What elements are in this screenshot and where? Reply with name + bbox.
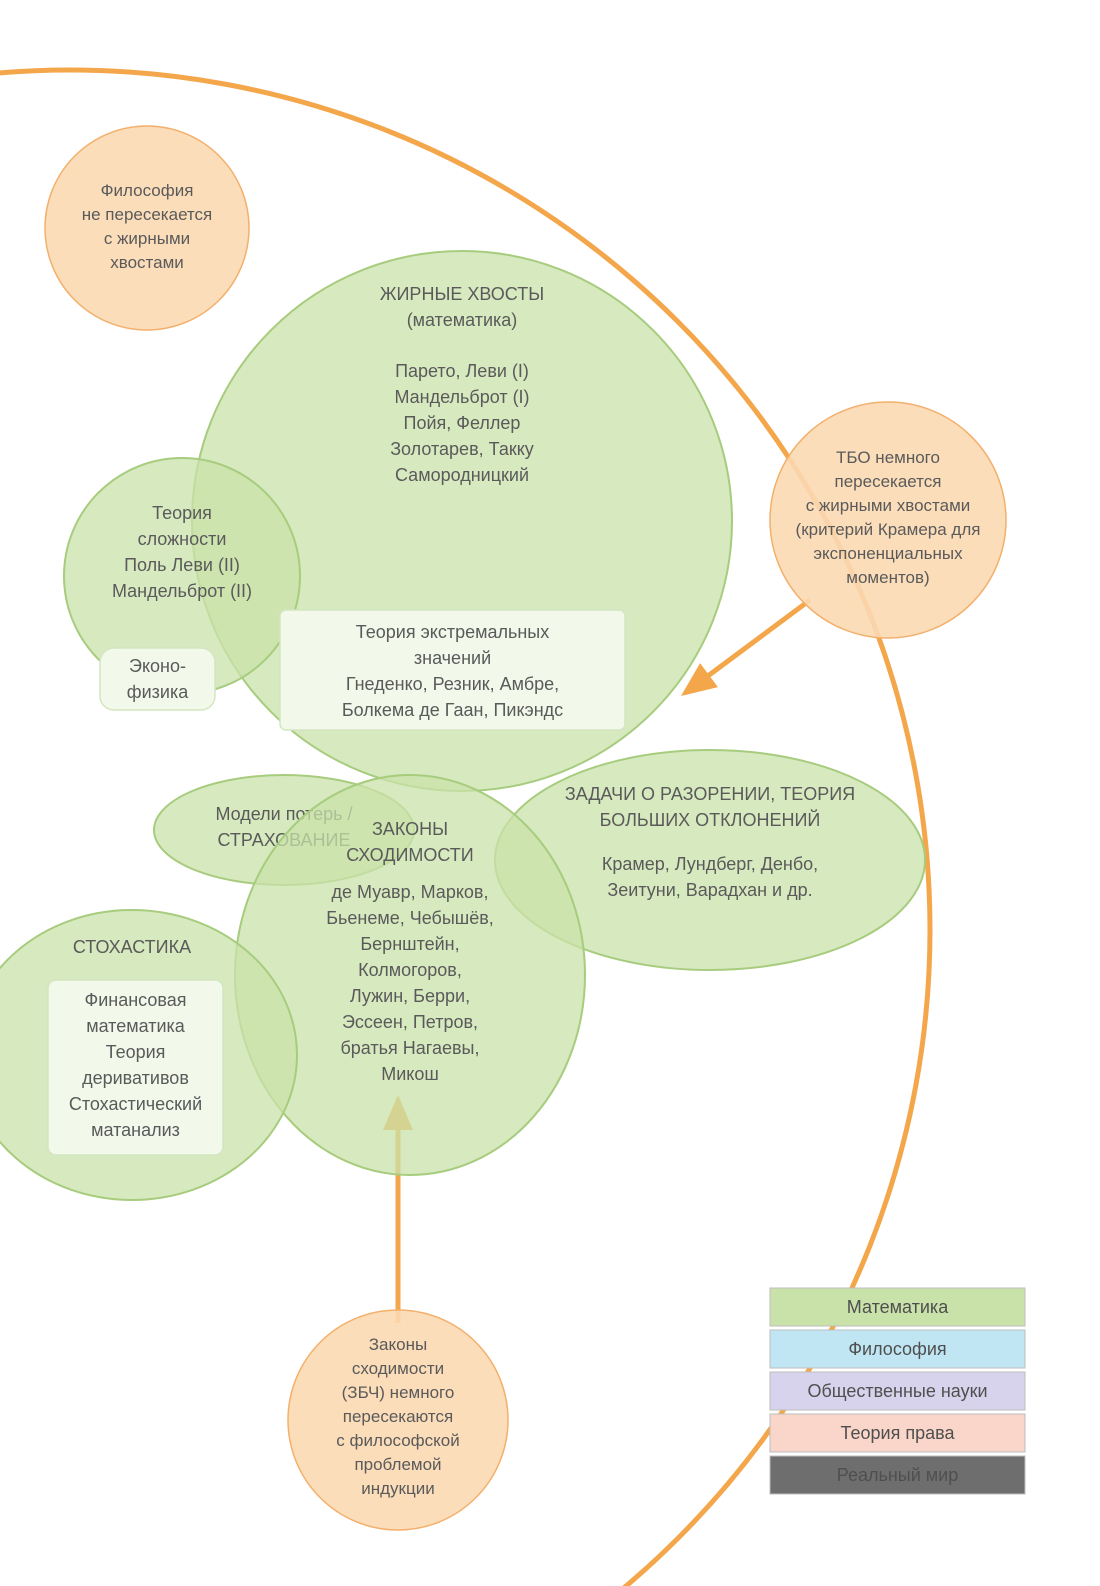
induction-note: Законы сходимости (ЗБЧ) немного пересекаютс… [288,1310,508,1530]
tbo-note: ТБО немного пересекается с жирными хвостам… [770,402,1006,638]
stochastics-title-line-0: СТОХАСТИКА [73,937,191,957]
evt-text-line-3: Болкема де Гаан, Пикэндс [342,700,563,720]
philosophy-note-text-line-2: с жирными [104,229,190,248]
induction-note-text-line-5: проблемой [354,1455,441,1474]
tbo-note-text-line-4: экспоненциальных [813,544,963,563]
legend-real-label: Реальный мир [837,1465,959,1485]
ruin-title-line-0: ЗАДАЧИ О РАЗОРЕНИИ, ТЕОРИЯ [565,784,855,804]
fat-tails-title-line-1: (математика) [407,310,518,330]
evt-text-line-0: Теория экстремальных [356,622,550,642]
induction-note-text-line-0: Законы [369,1335,427,1354]
fat-tails-body-line-4: Самородницкий [395,465,529,485]
convergence-body-line-6: братья Нагаевы, [340,1038,479,1058]
tbo-note-text-line-3: (критерий Крамера для [796,520,981,539]
evt-text-line-1: значений [414,648,491,668]
convergence-body-line-3: Колмогоров, [358,960,462,980]
legend-math-label: Математика [847,1297,949,1317]
econophysics-text-line-0: Эконо- [129,656,186,676]
induction-note-text-line-6: индукции [361,1479,434,1498]
evt-text-line-2: Гнеденко, Резник, Амбре, [346,674,559,694]
convergence-body-line-0: де Муавр, Марков, [332,882,489,902]
econophysics: Эконо-физика [100,648,215,710]
philosophy-note-text-line-1: не пересекается [82,205,213,224]
philosophy-note-text-line-3: хвостами [110,253,184,272]
convergence-title-line-1: СХОДИМОСТИ [346,845,473,865]
convergence-body-line-1: Бьенеме, Чебышёв, [326,908,494,928]
fat-tails-body-line-1: Мандельброт (I) [394,387,529,407]
legend-law-label: Теория права [841,1423,956,1443]
tbo-note-text-line-1: пересекается [835,472,942,491]
ruin-title-line-1: БОЛЬШИХ ОТКЛОНЕНИЙ [600,809,821,830]
evt: Теория экстремальных значений Гнеденко, Ре… [280,610,625,730]
tbo-note-text-line-0: ТБО немного [836,448,940,467]
ruin-body-line-0: Крамер, Лундберг, Денбо, [602,854,818,874]
philosophy-note: Философия не пересекается с жирными хвостам… [45,126,249,330]
fin-math-text-line-3: деривативов [82,1068,189,1088]
philosophy-note-text-line-0: Философия [101,181,194,200]
convergence-body-line-5: Эссеен, Петров, [342,1012,478,1032]
econophysics-text-line-1: физика [127,682,189,702]
complexity-body-line-0: Теория [152,503,212,523]
fin-math: Финансовая математика Теория деривативов Сто… [48,980,223,1155]
complexity-body-line-2: Поль Леви (II) [124,555,240,575]
fat-tails-body-line-3: Золотарев, Такку [390,439,534,459]
complexity-body-line-3: Мандельброт (II) [112,581,252,601]
ruin-body-line-1: Зеитуни, Варадхан и др. [607,880,812,900]
complexity-body-line-1: сложности [138,529,227,549]
fat-tails-body-line-2: Пойя, Феллер [404,413,521,433]
fin-math-text-line-1: математика [86,1016,186,1036]
fat-tails-body-line-0: Парето, Леви (I) [395,361,529,381]
fin-math-text-line-2: Теория [106,1042,166,1062]
induction-note-text-line-3: пересекаются [343,1407,453,1426]
induction-note-text-line-4: с философской [336,1431,459,1450]
fin-math-text-line-4: Стохастический [69,1094,202,1114]
fat-tails-title-line-0: ЖИРНЫЕ ХВОСТЫ [380,284,544,304]
induction-note-text-line-1: сходимости [352,1359,444,1378]
convergence: ЗАКОНЫ СХОДИМОСТИ де Муавр, Марков, Бьенеме… [235,775,585,1175]
legend: Математика Философия Общественные науки Тео… [770,1288,1025,1494]
legend-soc-label: Общественные науки [807,1381,987,1401]
legend-phil-label: Философия [848,1339,946,1359]
fin-math-text-line-0: Финансовая [85,990,187,1010]
convergence-body-line-7: Микош [381,1064,439,1084]
tbo-note-text-line-2: с жирными хвостами [806,496,971,515]
convergence-body-line-2: Бернштейн, [360,934,459,954]
fin-math-text-line-5: матанализ [91,1120,180,1140]
tbo-note-text-line-5: моментов) [846,568,929,587]
induction-note-text-line-2: (ЗБЧ) немного [342,1383,455,1402]
convergence-body-line-4: Лужин, Берри, [350,986,470,1006]
convergence-title-line-0: ЗАКОНЫ [372,819,448,839]
